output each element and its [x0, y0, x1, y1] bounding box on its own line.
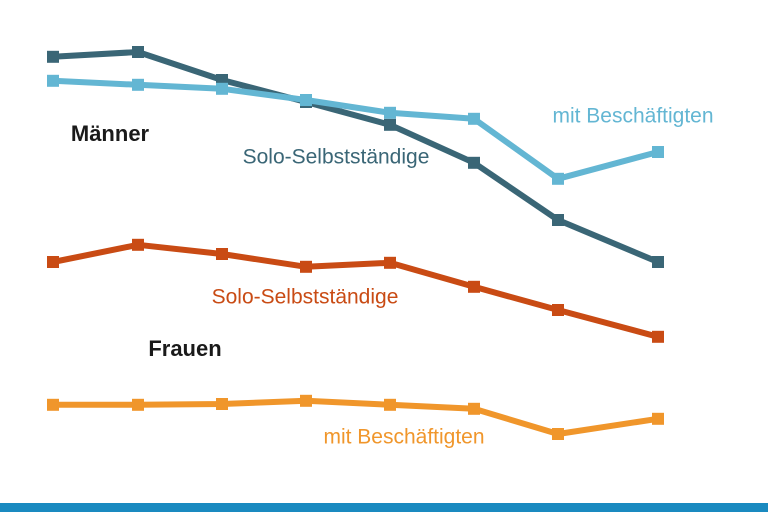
marker: [47, 256, 59, 268]
marker: [216, 398, 228, 410]
marker: [216, 82, 228, 95]
marker: [132, 46, 144, 58]
marker: [468, 112, 480, 125]
series-label: Solo-Selbstständige: [212, 286, 399, 309]
marker: [132, 238, 144, 251]
marker: [132, 398, 144, 411]
marker: [552, 428, 564, 440]
series-label: mit Beschäftigten: [552, 105, 713, 128]
group-label: Männer: [71, 121, 150, 146]
marker: [652, 330, 664, 343]
marker: [552, 304, 564, 316]
marker: [216, 248, 228, 260]
marker: [468, 280, 480, 293]
marker: [652, 412, 664, 425]
marker: [552, 172, 564, 185]
marker: [652, 256, 664, 268]
marker: [47, 398, 59, 411]
marker: [384, 118, 396, 131]
series-label: Solo-Selbstständige: [243, 146, 430, 169]
marker: [468, 156, 480, 169]
series-label: mit Beschäftigten: [323, 426, 484, 449]
marker: [384, 256, 396, 269]
marker: [47, 50, 59, 63]
marker: [132, 78, 144, 91]
marker: [652, 146, 664, 158]
marker: [384, 106, 396, 119]
marker: [300, 394, 312, 407]
footer-bar: [0, 503, 768, 512]
series-line: [53, 397, 659, 437]
marker: [552, 214, 564, 226]
marker: [300, 260, 312, 273]
series-line: [52, 49, 660, 265]
group-label: Frauen: [148, 336, 221, 361]
series-line: [52, 77, 659, 182]
series-line: [52, 241, 659, 340]
marker: [468, 402, 480, 415]
marker: [300, 94, 312, 106]
marker: [47, 74, 59, 87]
marker: [384, 398, 396, 411]
